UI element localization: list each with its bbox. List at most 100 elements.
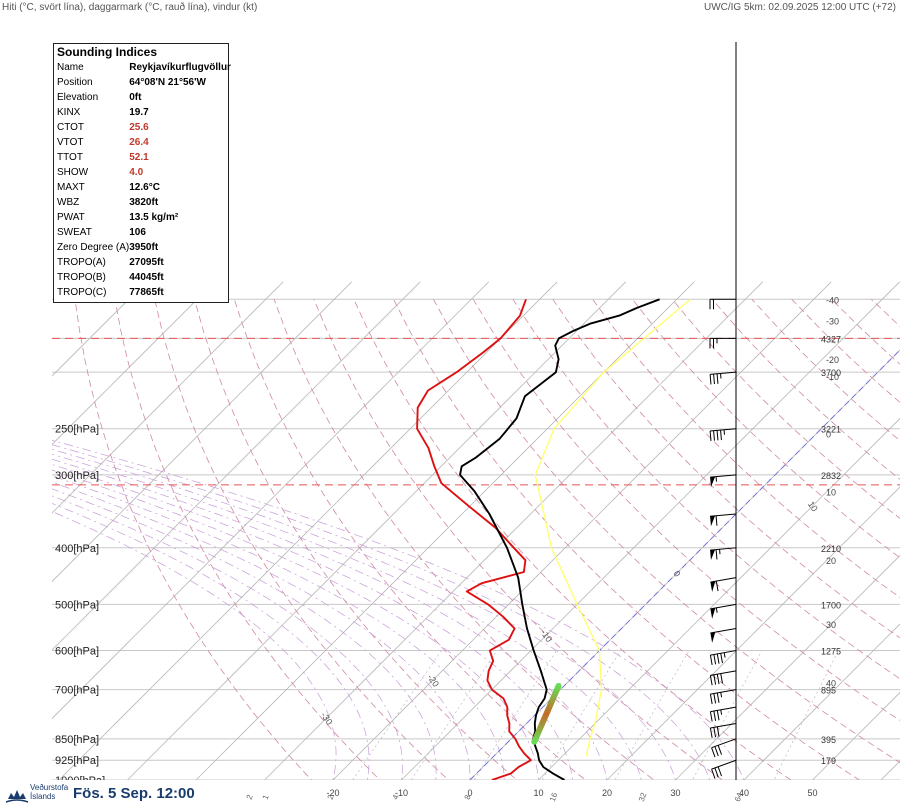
barb-pennant: [710, 632, 716, 643]
index-key: TTOT: [57, 152, 83, 163]
index-row: TTOT 52.1: [57, 150, 231, 165]
index-value: 4.0: [129, 167, 144, 178]
barb-half-flag: [720, 692, 723, 698]
barb-flag: [711, 768, 716, 779]
parcel-curve: [534, 298, 691, 757]
index-row: VTOT 26.4: [57, 135, 231, 150]
pressure-tick-label: 850[hPa]: [55, 734, 99, 746]
index-value: 77865ft: [129, 287, 164, 298]
barb-shaft: [710, 603, 737, 610]
barb-flag: [720, 430, 722, 441]
dry-adiabat: [154, 299, 450, 780]
barb-flag: [709, 711, 713, 722]
isotherm: [127, 281, 626, 780]
isotherm: [332, 281, 832, 780]
index-key: CTOT: [57, 122, 85, 133]
barb-flag: [709, 654, 713, 666]
mixing-ratio-label: 16: [548, 791, 560, 803]
height-tick-label: 895: [821, 686, 836, 696]
barb-shaft: [711, 759, 737, 770]
barb-half-flag: [720, 709, 723, 715]
freezing-line: [469, 349, 900, 780]
index-value: 0ft: [129, 92, 142, 103]
wind-barb: [709, 650, 737, 666]
dry-adiabat: [194, 299, 518, 780]
moist-adiabat: [52, 464, 574, 780]
background-grid: [52, 281, 900, 780]
isotherm: [812, 691, 900, 780]
barb-shaft: [710, 689, 737, 695]
temperature-tick-label: -10: [395, 788, 408, 798]
index-value: Reykjavíkurflugvöllur: [129, 62, 231, 73]
barb-flag: [716, 692, 720, 703]
index-key: TROPO(A): [57, 257, 106, 268]
moist-adiabat: [52, 448, 676, 780]
moist-adiabat: [52, 481, 471, 780]
barb-pennant: [710, 608, 716, 619]
isotherm: [52, 281, 147, 377]
wind-barb: [709, 722, 737, 738]
moist-adiabat: [52, 469, 539, 780]
height-tick-label: 4327: [821, 334, 841, 344]
height-tick-label: 1700: [821, 600, 841, 610]
barb-flag: [713, 374, 715, 385]
wind-barbs: [709, 42, 737, 780]
dry-adiabat: [393, 299, 861, 780]
isotherm: [880, 760, 900, 780]
index-value: 52.1: [129, 152, 149, 163]
barb-flag: [715, 581, 719, 592]
dry-adiabat: [671, 299, 900, 519]
moist-adiabat: [52, 458, 608, 780]
index-row: PWAT 13.5 kg/m²: [57, 210, 231, 225]
mixing-ratio-line: [541, 650, 621, 780]
barb-flag: [715, 515, 718, 526]
barb-flag: [713, 654, 717, 665]
barb-flag: [716, 653, 720, 664]
temperature-tick-label: 0: [467, 788, 472, 798]
dry-adiabat: [313, 299, 724, 780]
index-value: 12.6°C: [129, 182, 160, 193]
dry-adiabat: [512, 299, 900, 680]
barb-flag: [713, 430, 715, 441]
height-tick-label: 2832: [821, 471, 841, 481]
index-key: TROPO(C): [57, 287, 107, 298]
index-row: WBZ 3820ft: [57, 195, 231, 210]
wind-barb: [709, 371, 737, 385]
mixing-ratio-label: 4: [391, 793, 401, 801]
wind-barb: [711, 738, 737, 758]
index-key: Zero Degree (A): [57, 242, 130, 253]
pressure-tick-label: 700[hPa]: [55, 685, 99, 697]
index-value: 19.7: [129, 107, 149, 118]
logo-line-1: Veðurstofa: [30, 783, 69, 792]
index-value: 26.4: [129, 137, 149, 148]
height-tick-label: 3221: [821, 425, 841, 435]
wind-barb: [709, 428, 737, 441]
barb-shaft: [710, 670, 737, 676]
pressure-tick-label: 600[hPa]: [55, 646, 99, 658]
dry-adiabat: [433, 299, 900, 764]
index-value: 25.6: [129, 122, 149, 133]
barb-half-flag: [715, 607, 718, 613]
right-temperature-label: 0: [826, 430, 831, 440]
index-row: Zero Degree (A) 3950ft: [57, 240, 231, 255]
index-key: SWEAT: [57, 227, 92, 238]
moist-adiabat: [52, 444, 711, 780]
moist-adiabat: [52, 495, 403, 780]
barb-flag: [713, 693, 717, 704]
dry-adiabat: [711, 299, 900, 480]
barb-flag: [720, 673, 723, 684]
index-row: Name Reykjavíkurflugvöllur: [57, 60, 231, 75]
dry-adiabat: [632, 299, 900, 559]
index-row: Elevation 0ft: [57, 90, 231, 105]
index-value: 13.5 kg/m²: [129, 212, 179, 223]
barb-flag: [716, 710, 720, 721]
barb-flag: [713, 674, 717, 685]
wind-barb: [709, 337, 736, 349]
mixing-ratio-label: 8: [463, 793, 473, 801]
temperature-line: [459, 298, 660, 780]
index-row: KINX 19.7: [57, 105, 231, 120]
barb-pennant: [710, 581, 716, 593]
right-temperature-label: 40: [826, 678, 836, 688]
wind-barb: [710, 513, 737, 527]
